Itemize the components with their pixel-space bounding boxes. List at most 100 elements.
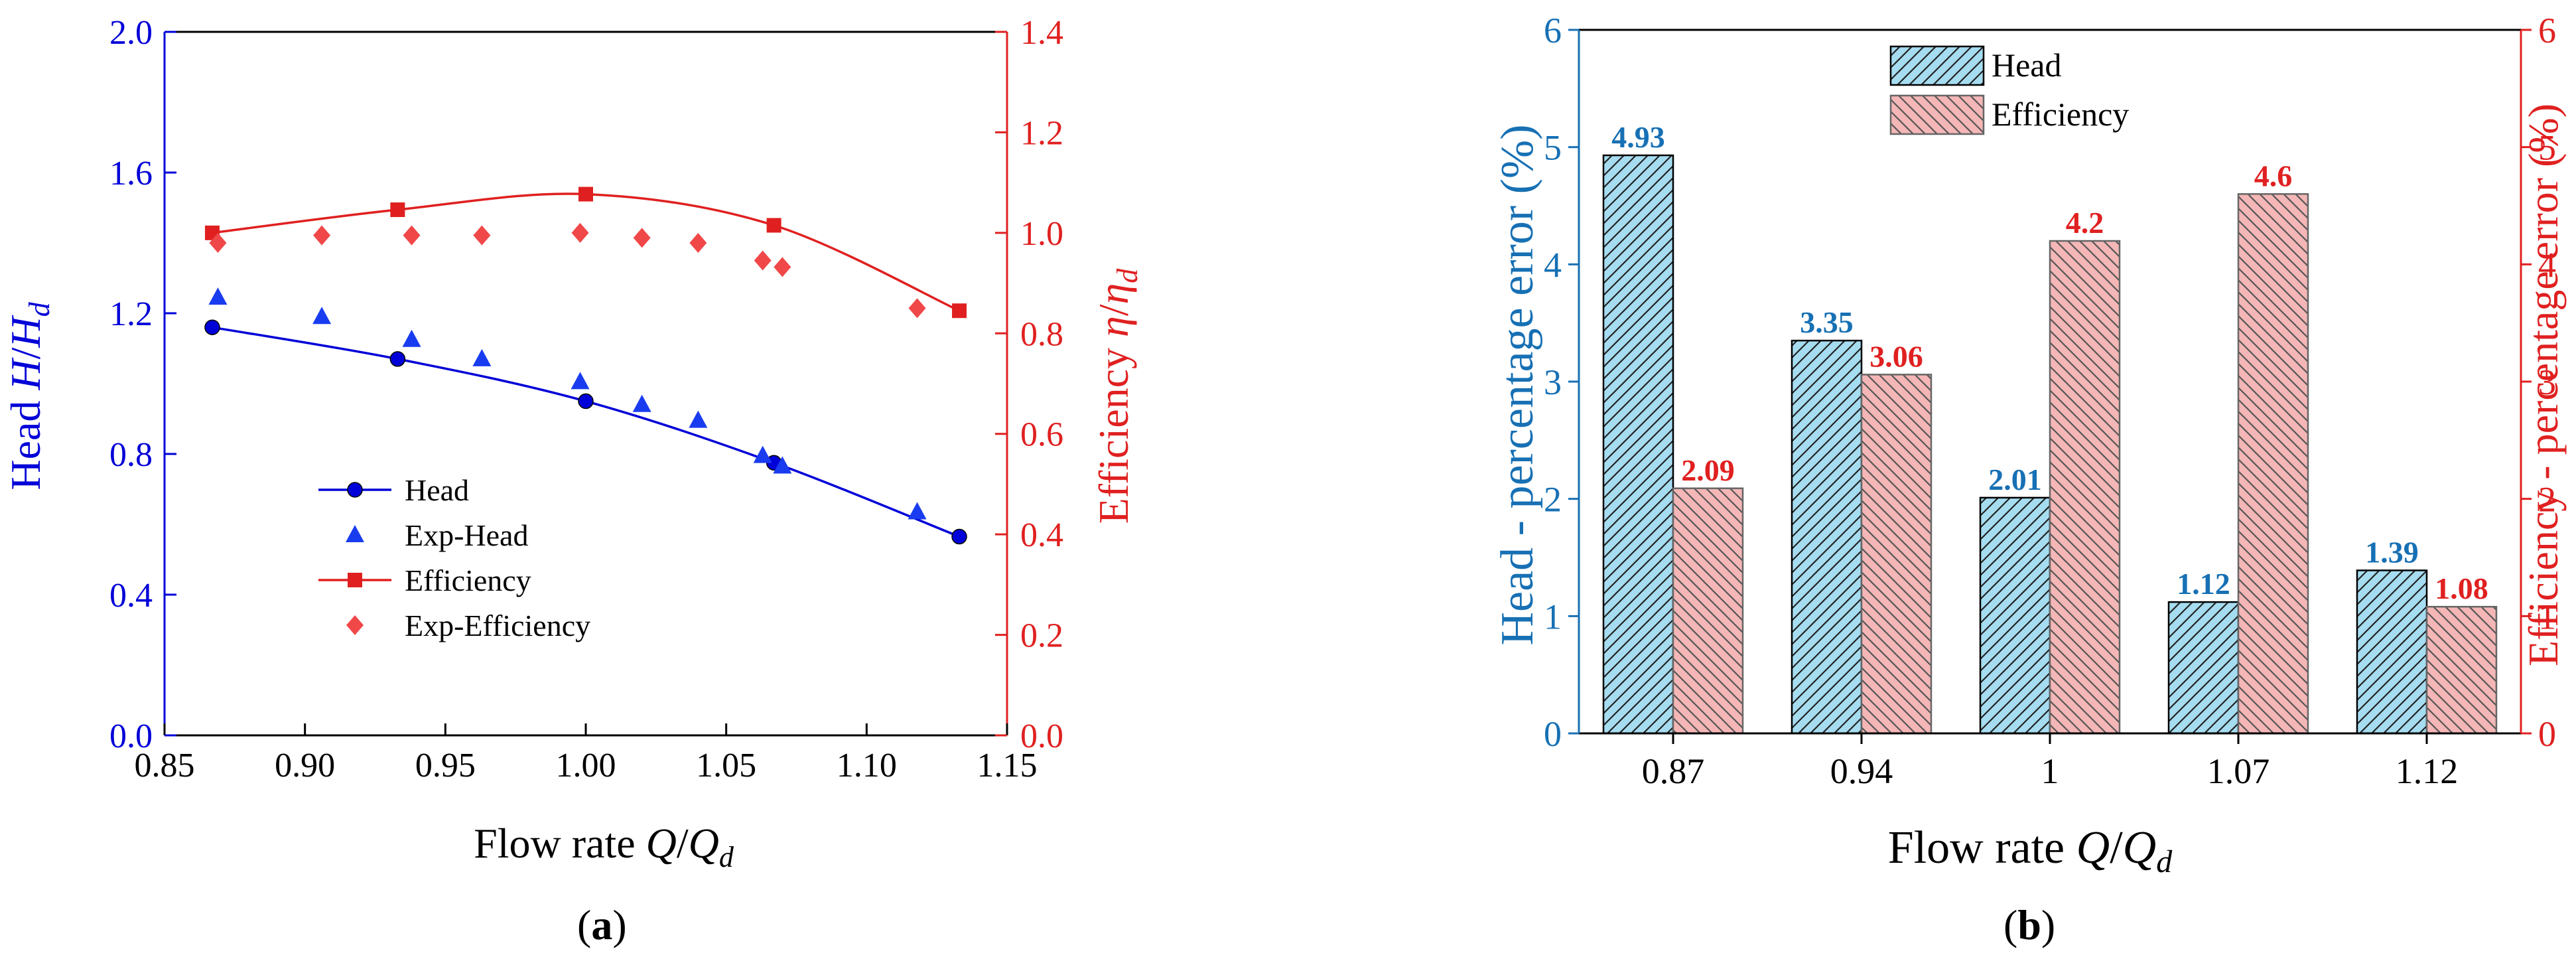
data-point-exp-head [571, 372, 590, 390]
y-left-tick-label-b: 5 [1544, 128, 1562, 168]
panel-label-b: (b) [2003, 901, 2055, 948]
data-point-exp-efficiency [313, 225, 331, 246]
chart-panel-a: 0.85 0.90 0.95 1.00 1.05 1.10 1.150.00.40.81.2… [2, 14, 1144, 948]
bar-efficiency [1672, 487, 1744, 735]
bar-label-efficiency: 4.2 [2066, 206, 2104, 240]
data-point-exp-head [773, 456, 792, 474]
y-axis-left-label-a: Head H/Hd [2, 301, 56, 490]
data-point-exp-efficiency [908, 298, 926, 319]
y-left-tick-label-b: 6 [1544, 11, 1562, 50]
data-point-exp-head [908, 502, 927, 520]
legend-swatch-head [1889, 45, 1985, 86]
bar-efficiency [2425, 605, 2498, 735]
x-tick-label-b: 1.12 [2396, 751, 2459, 791]
data-point-exp-efficiency [473, 225, 491, 246]
bar-efficiency [2237, 193, 2309, 735]
bar-head [2167, 601, 2240, 735]
legend-label-a: Head [405, 473, 469, 507]
y-right-tick-label-b: 2 [2538, 480, 2556, 520]
data-point-exp-efficiency [403, 225, 421, 246]
legend-label-a: Exp-Head [405, 518, 528, 552]
y-right-tick-label-a: 0.2 [1020, 617, 1063, 655]
legend-label-head: Head [1992, 46, 2062, 84]
data-point-exp-efficiency [774, 257, 791, 277]
legend-label-efficiency: Efficiency [1992, 96, 2129, 133]
series-line-head [212, 326, 960, 538]
data-point-head [951, 528, 967, 545]
y-axis-right-label-b: Efficiency - percentage error (%) [2520, 104, 2567, 666]
y-right-tick-label-b: 3 [2538, 362, 2556, 402]
data-point-head [204, 319, 220, 335]
bar-label-efficiency: 4.6 [2254, 159, 2293, 192]
x-axis-label-a: Flow rate Q/Qd [474, 820, 734, 873]
bar-label-head: 3.35 [1800, 305, 1854, 339]
y-right-tick-label-a: 1.2 [1020, 114, 1063, 152]
bar-head [2356, 569, 2428, 735]
data-point-exp-efficiency [571, 222, 589, 243]
data-point-head [389, 351, 406, 367]
x-tick-label-a: 1.00 [556, 747, 616, 784]
x-tick-label-b: 0.87 [1642, 751, 1705, 791]
y-right-tick-label-b: 4 [2538, 245, 2556, 285]
x-tick-label-b: 1.07 [2207, 751, 2270, 791]
y-right-tick-label-a: 0.6 [1020, 416, 1063, 454]
y-left-tick-label-b: 0 [1544, 714, 1562, 754]
x-tick-label-a: 1.05 [696, 747, 756, 784]
data-point-exp-head [402, 329, 421, 347]
y-right-tick-label-a: 1.4 [1020, 14, 1063, 52]
x-tick-label-b: 0.94 [1830, 751, 1893, 791]
data-point-head [578, 393, 594, 409]
series-line-efficiency [212, 192, 960, 312]
legend-label-a: Efficiency [405, 563, 531, 597]
x-tick-label-a: 0.85 [135, 747, 195, 784]
data-point-exp-head [753, 445, 772, 463]
x-tick-label-b: 1 [2041, 751, 2059, 791]
bar-label-efficiency: 2.09 [1681, 453, 1735, 487]
legend-marker-a [346, 525, 364, 542]
data-point-efficiency [952, 303, 967, 319]
y-right-tick-label-a: 0.4 [1020, 516, 1063, 554]
y-right-tick-label-a: 1.0 [1020, 215, 1063, 253]
y-left-tick-label-a: 2.0 [109, 14, 153, 52]
y-left-tick-label-a: 1.6 [109, 155, 153, 192]
y-axis-right-label-a: Efficiency η/ηd [1090, 268, 1144, 524]
panel-label-a: (a) [577, 901, 627, 948]
y-right-tick-label-a: 0.0 [1020, 717, 1063, 755]
data-point-efficiency [578, 186, 593, 202]
y-right-tick-label-b: 5 [2538, 128, 2556, 168]
bar-label-head: 1.39 [2365, 535, 2419, 569]
chart-panel-b: 4.93 2.09 3.35 3.06 2.01 4.2 1.12 4.6 1.39 1.08 0… [1492, 11, 2567, 948]
data-point-exp-efficiency [633, 228, 651, 248]
bar-head [1791, 339, 1863, 735]
data-point-exp-head [472, 348, 492, 366]
y-left-tick-label-b: 3 [1544, 362, 1562, 402]
x-tick-label-a: 1.15 [977, 747, 1038, 784]
legend-label-a: Exp-Efficiency [405, 609, 590, 642]
bar-efficiency [2049, 240, 2121, 735]
legend-a: Head Exp-Head Efficiency Exp-Efficiency [318, 473, 590, 642]
data-point-exp-efficiency [209, 233, 227, 253]
bar-label-head: 2.01 [1988, 463, 2042, 496]
y-right-tick-label-a: 0.8 [1020, 315, 1063, 353]
data-point-exp-head [312, 307, 332, 325]
y-left-tick-label-b: 1 [1544, 597, 1562, 636]
data-point-efficiency [766, 218, 781, 233]
y-left-tick-label-b: 4 [1544, 245, 1562, 285]
data-point-exp-head [208, 287, 228, 305]
legend-marker-a [348, 573, 362, 587]
data-point-exp-head [632, 394, 651, 412]
x-axis-label-b: Flow rate Q/Qd [1888, 822, 2173, 879]
y-right-tick-label-b: 0 [2538, 714, 2556, 754]
bar-head [1979, 496, 2051, 735]
bar-label-efficiency: 3.06 [1869, 339, 1923, 373]
x-tick-label-a: 0.95 [415, 747, 476, 784]
bar-label-head: 1.12 [2177, 567, 2230, 601]
y-left-tick-label-a: 1.2 [109, 295, 153, 333]
bar-efficiency [1860, 374, 1932, 735]
data-point-exp-efficiency [689, 233, 707, 253]
y-axis-left-label-b: Head - percentage error (%) [1492, 124, 1543, 645]
data-point-exp-efficiency [754, 250, 772, 271]
bar-head [1602, 154, 1674, 735]
y-right-tick-label-b: 1 [2538, 597, 2556, 636]
